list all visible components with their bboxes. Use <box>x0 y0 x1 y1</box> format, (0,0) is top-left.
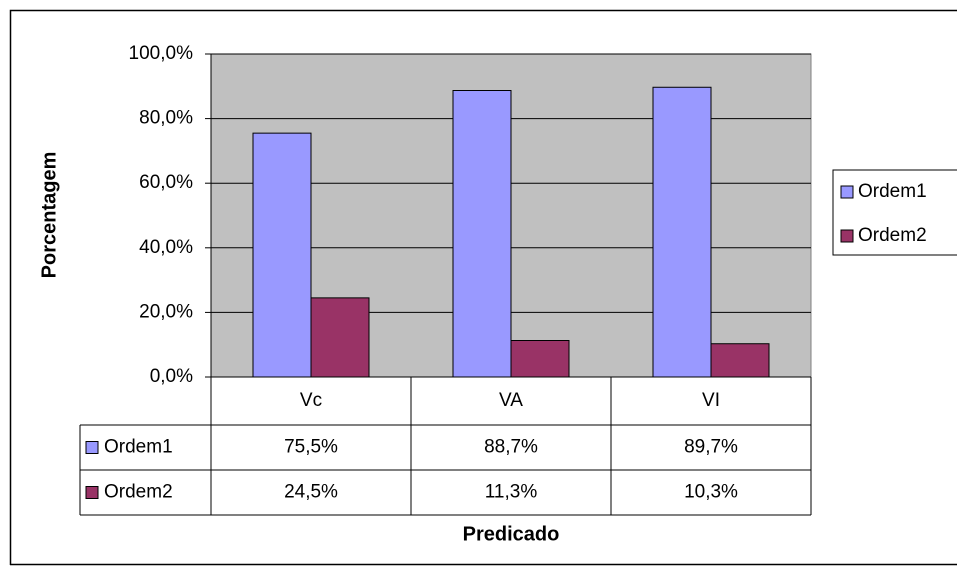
table-value: 89,7% <box>684 437 738 458</box>
legend-swatch <box>840 229 854 243</box>
table-legend-swatch <box>85 486 99 499</box>
y-axis-label: Porcentagem <box>38 152 60 279</box>
legend-swatch <box>840 185 854 199</box>
y-tick-label: 60,0% <box>139 172 193 193</box>
table-value: 10,3% <box>684 482 738 503</box>
bar <box>510 340 570 378</box>
y-tick-label: 80,0% <box>139 108 193 129</box>
table-value: 88,7% <box>484 437 538 458</box>
y-tick-label: 100,0% <box>129 43 194 64</box>
chart-border <box>9 9 957 566</box>
y-tick-label: 20,0% <box>139 301 193 322</box>
table-legend-swatch <box>85 441 99 454</box>
y-tick-label: 40,0% <box>139 237 193 258</box>
legend-label: Ordem1 <box>858 181 927 202</box>
bar <box>652 86 712 378</box>
table-legend-label: Ordem2 <box>104 482 173 503</box>
table-value: 11,3% <box>485 482 538 503</box>
x-tick-label: VA <box>499 390 523 411</box>
bar <box>710 343 770 378</box>
x-axis-label: Predicado <box>463 523 560 545</box>
legend-box <box>832 169 957 256</box>
table-legend-label: Ordem1 <box>104 437 173 458</box>
legend-label: Ordem2 <box>858 225 927 246</box>
y-tick-label: 0,0% <box>150 366 193 387</box>
table-value: 24,5% <box>284 482 338 503</box>
bar <box>252 132 312 378</box>
table-value: 75,5% <box>284 437 338 458</box>
x-tick-label: VI <box>702 390 720 411</box>
x-tick-label: Vc <box>300 390 322 411</box>
bar <box>310 297 370 378</box>
bar <box>452 89 512 378</box>
